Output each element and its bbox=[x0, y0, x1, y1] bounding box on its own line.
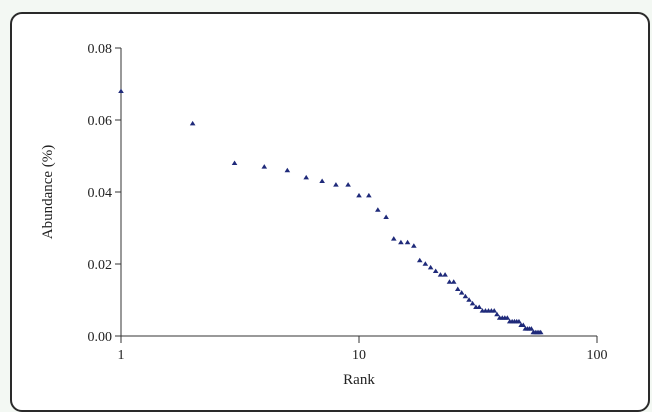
data-point bbox=[356, 192, 362, 198]
data-point bbox=[404, 239, 411, 245]
data-point bbox=[520, 322, 527, 327]
x-axis-label: Rank bbox=[343, 372, 375, 388]
data-point bbox=[333, 182, 339, 187]
data-point bbox=[476, 304, 483, 309]
data-point bbox=[469, 300, 476, 306]
y-tick-label: 0.04 bbox=[88, 186, 113, 201]
data-point bbox=[462, 293, 469, 299]
data-point bbox=[491, 308, 498, 313]
data-point bbox=[261, 164, 268, 169]
data-point bbox=[345, 182, 351, 187]
axes bbox=[120, 48, 597, 337]
data-point bbox=[537, 329, 544, 335]
y-tick-label: 0.02 bbox=[88, 258, 113, 273]
tick-marks bbox=[115, 47, 598, 343]
data-point bbox=[437, 272, 444, 277]
y-tick-label: 0.00 bbox=[88, 330, 113, 345]
data-point bbox=[427, 264, 434, 270]
data-point bbox=[411, 243, 417, 248]
data-point bbox=[528, 326, 535, 331]
data-point bbox=[284, 167, 291, 173]
x-tick-label: 100 bbox=[587, 348, 608, 363]
data-point bbox=[303, 174, 309, 180]
data-point bbox=[450, 279, 457, 284]
data-point bbox=[516, 318, 522, 324]
tick-labels: 0.00 0.02 0.04 0.06 0.08 1 10 100 bbox=[88, 42, 608, 363]
scatter-plot: 0.00 0.02 0.04 0.06 0.08 1 10 100 Abundance (%)… bbox=[40, 42, 608, 388]
data-points bbox=[118, 88, 544, 335]
data-point bbox=[319, 178, 325, 183]
data-point bbox=[432, 268, 439, 273]
data-point bbox=[383, 214, 389, 219]
data-point bbox=[466, 297, 472, 302]
data-point bbox=[458, 290, 465, 295]
x-tick-label: 1 bbox=[118, 348, 125, 363]
data-point bbox=[375, 207, 381, 212]
data-point bbox=[189, 120, 196, 126]
data-point bbox=[390, 236, 397, 241]
data-point bbox=[366, 192, 372, 198]
data-point bbox=[231, 160, 238, 165]
y-tick-label: 0.06 bbox=[88, 114, 113, 129]
data-point bbox=[422, 261, 429, 266]
y-axis-label: Abundance (%) bbox=[40, 145, 56, 240]
data-point bbox=[446, 279, 453, 284]
y-tick-label: 0.08 bbox=[88, 42, 113, 57]
data-point bbox=[416, 257, 423, 263]
data-point bbox=[118, 88, 124, 93]
data-point bbox=[504, 315, 511, 320]
data-point bbox=[454, 286, 461, 291]
chart-frame: 0.00 0.02 0.04 0.06 0.08 1 10 100 Abundance (%)… bbox=[10, 12, 650, 412]
x-tick-label: 10 bbox=[352, 348, 366, 363]
data-point bbox=[494, 311, 500, 317]
data-point bbox=[398, 239, 404, 245]
data-point bbox=[442, 272, 448, 277]
